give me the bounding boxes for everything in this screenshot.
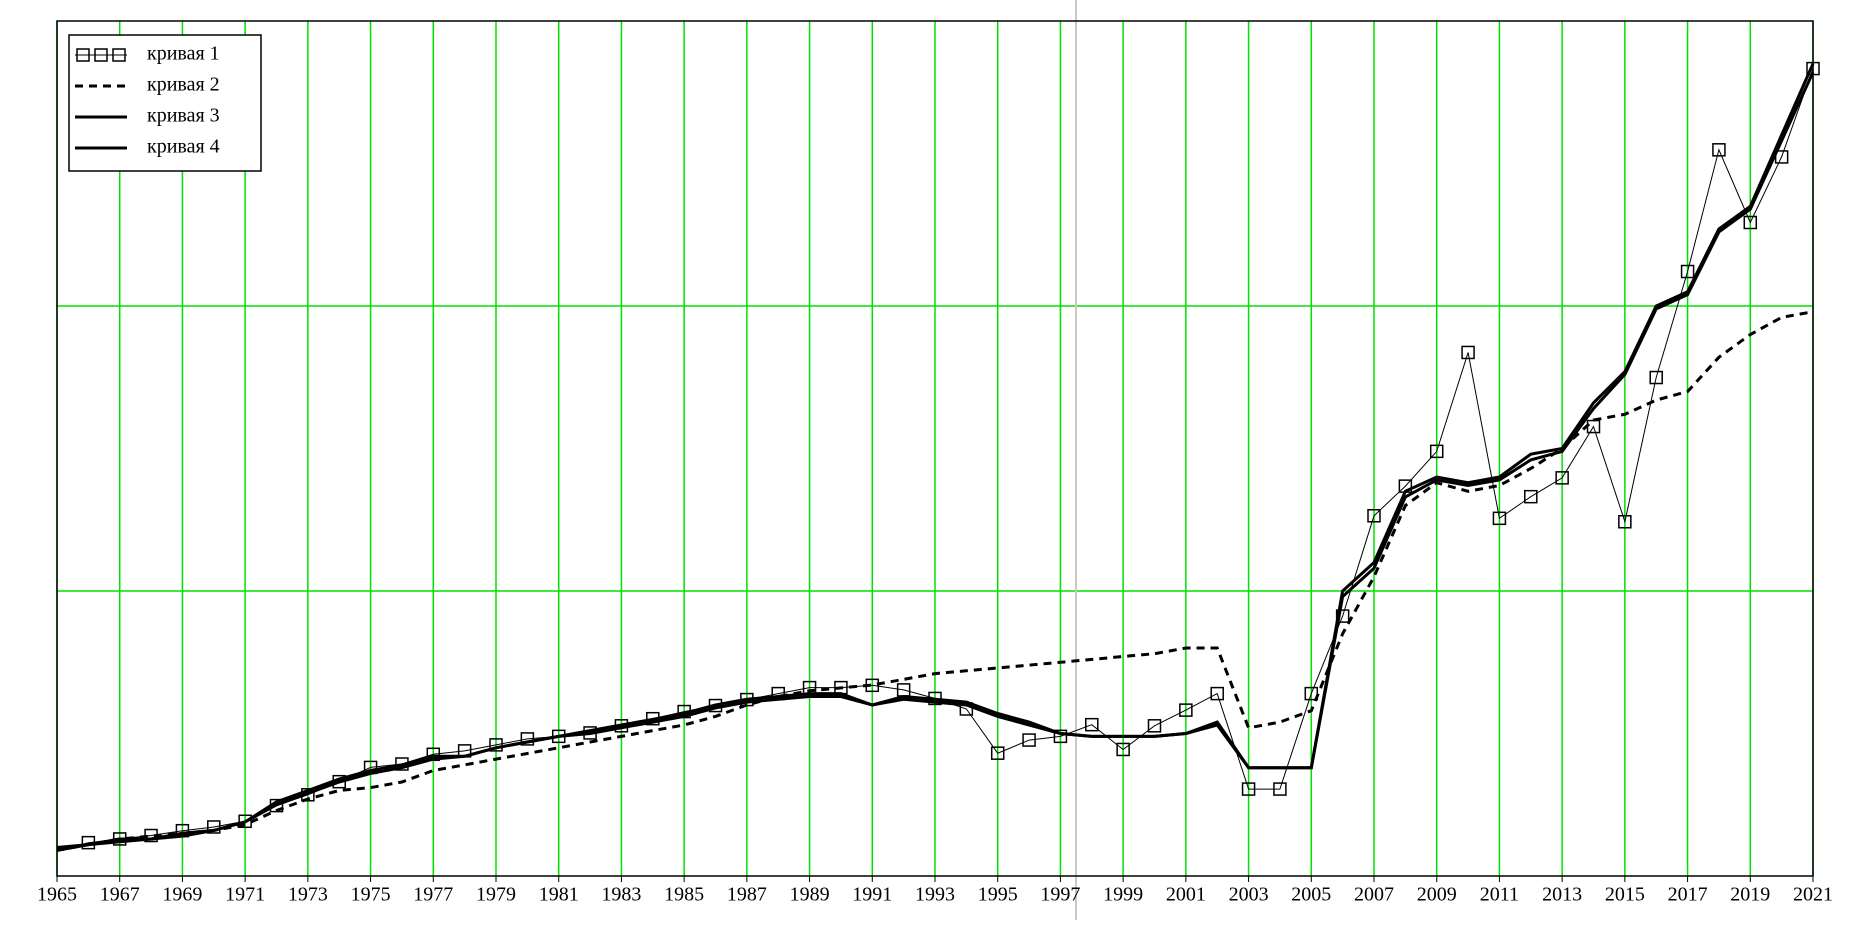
x-tick-label: 2017 [1668,884,1708,906]
x-tick-label: 1969 [162,884,202,906]
x-tick-label: 1989 [790,884,830,906]
x-tick-label: 2013 [1542,884,1582,906]
point-marker [1053,729,1068,744]
point-marker [1273,782,1287,796]
legend-label: кривая 4 [147,136,220,158]
legend-label: кривая 2 [147,74,220,96]
point-marker [1116,742,1130,757]
plot-border [56,20,1814,877]
legend-marker [76,48,90,62]
point-marker [1022,733,1036,747]
point-marker [1555,471,1569,485]
x-tick-label: 1977 [413,884,453,906]
x-tick-label: 1971 [225,884,265,906]
point-marker [1743,215,1758,230]
x-tick-label: 2007 [1354,884,1394,906]
x-tick-label: 1975 [351,884,391,906]
legend-label: кривая 1 [147,43,220,65]
x-tick-label: 1987 [727,884,767,906]
x-tick-label: 1981 [539,884,579,906]
x-tick-label: 1993 [915,884,955,906]
x-tick-label: 2003 [1229,884,1269,906]
x-tick-label: 2001 [1166,884,1206,906]
point-marker [207,820,221,834]
x-tick-label: 2015 [1605,884,1645,906]
point-marker [1680,264,1695,279]
point-marker [1085,717,1099,732]
point-marker [489,738,503,752]
x-tick-label: 1967 [100,884,140,906]
point-marker [1147,719,1162,733]
x-tick-label: 1999 [1103,884,1143,906]
series-line [56,71,1815,849]
point-marker [1649,370,1663,385]
point-marker [1618,514,1632,529]
x-tick-label: 2009 [1417,884,1457,906]
x-tick-label: 2005 [1291,884,1331,906]
legend-marker [94,48,108,62]
x-tick-label: 1979 [476,884,516,906]
point-marker [1241,782,1256,796]
point-marker [1179,703,1193,717]
series-line [56,310,1814,852]
x-tick-label: 1983 [601,884,641,906]
x-tick-label: 1997 [1040,884,1080,906]
point-marker [1429,444,1444,459]
point-marker [1461,345,1475,360]
legend-label: кривая 3 [147,105,220,127]
x-tick-label: 1965 [37,884,77,906]
point-marker [990,746,1005,760]
legend-marker [112,48,126,62]
point-marker [1524,489,1538,504]
x-tick-label: 1995 [978,884,1018,906]
x-tick-label: 1973 [288,884,328,906]
x-tick-label: 1985 [664,884,704,906]
point-marker [520,732,535,746]
x-tick-label: 1991 [852,884,892,906]
point-marker [1712,143,1726,157]
point-marker [1210,686,1224,701]
point-marker [1367,509,1381,523]
x-tick-label: 2021 [1793,884,1833,906]
x-tick-label: 2019 [1730,884,1770,906]
x-tick-label: 2011 [1480,884,1519,906]
series-line [56,63,1815,852]
point-marker [1492,511,1507,526]
